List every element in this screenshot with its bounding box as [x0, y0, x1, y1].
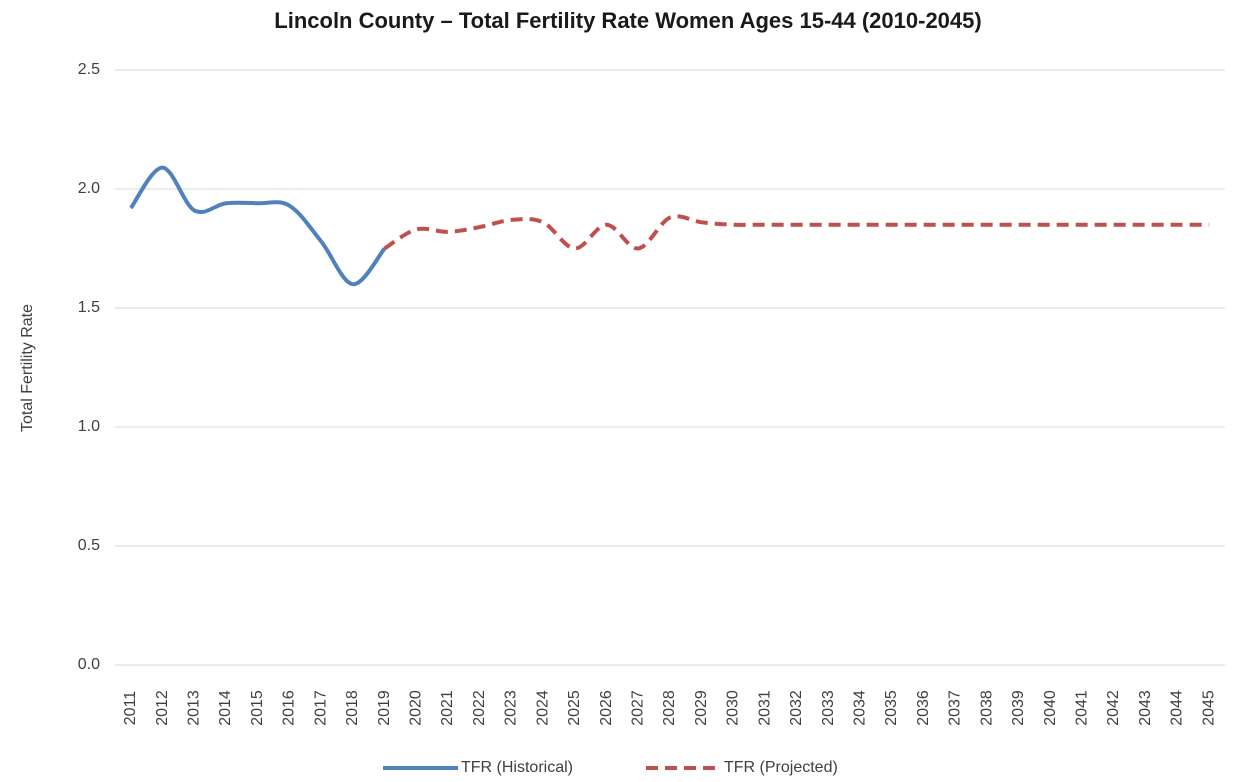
x-tick-label: 2029	[693, 690, 710, 726]
x-tick-label: 2032	[788, 690, 805, 726]
x-tick-label: 2026	[598, 690, 615, 726]
x-tick-label: 2044	[1169, 690, 1186, 726]
x-tick-label: 2024	[534, 690, 551, 726]
x-tick-label: 2038	[978, 690, 995, 726]
y-tick-label: 0.0	[78, 656, 100, 673]
x-tick-label: 2017	[312, 690, 329, 726]
x-tick-label: 2011	[122, 691, 139, 726]
y-axis-label: Total Fertility Rate	[19, 304, 36, 432]
x-tick-label: 2023	[503, 690, 520, 726]
x-tick-label: 2021	[439, 690, 456, 726]
x-tick-label: 2027	[630, 690, 647, 726]
x-tick-label: 2028	[661, 690, 678, 726]
x-tick-label: 2039	[1010, 690, 1027, 726]
x-tick-label: 2018	[344, 690, 361, 726]
x-tick-label: 2030	[725, 690, 742, 726]
y-tick-label: 1.5	[78, 299, 100, 316]
legend-label: TFR (Historical)	[461, 759, 573, 776]
x-tick-label: 2036	[915, 690, 932, 726]
x-tick-label: 2041	[1074, 690, 1091, 726]
x-tick-label: 2025	[566, 690, 583, 726]
x-tick-label: 2014	[217, 690, 234, 726]
x-tick-label: 2037	[947, 690, 964, 726]
x-tick-label: 2016	[281, 690, 298, 726]
x-tick-label: 2034	[852, 690, 869, 726]
x-tick-label: 2033	[820, 690, 837, 726]
x-tick-label: 2040	[1042, 690, 1059, 726]
x-tick-label: 2020	[408, 690, 425, 726]
line-series	[383, 214, 1210, 251]
line-series	[129, 165, 387, 287]
chart-title: Lincoln County – Total Fertility Rate Wo…	[274, 8, 981, 33]
x-tick-label: 2019	[376, 690, 393, 726]
x-tick-label: 2015	[249, 690, 266, 726]
x-tick-label: 2013	[186, 690, 203, 726]
x-tick-label: 2042	[1105, 690, 1122, 726]
x-tick-label: 2031	[756, 690, 773, 726]
x-tick-label: 2022	[471, 690, 488, 726]
y-tick-label: 1.0	[78, 418, 100, 435]
x-tick-label: 2012	[154, 690, 171, 726]
x-tick-label: 2045	[1200, 690, 1217, 726]
x-tick-label: 2043	[1137, 690, 1154, 726]
x-tick-label: 2035	[883, 690, 900, 726]
y-tick-label: 0.5	[78, 537, 100, 554]
y-tick-label: 2.5	[78, 61, 100, 78]
legend-label: TFR (Projected)	[724, 759, 838, 776]
y-tick-label: 2.0	[78, 180, 100, 197]
